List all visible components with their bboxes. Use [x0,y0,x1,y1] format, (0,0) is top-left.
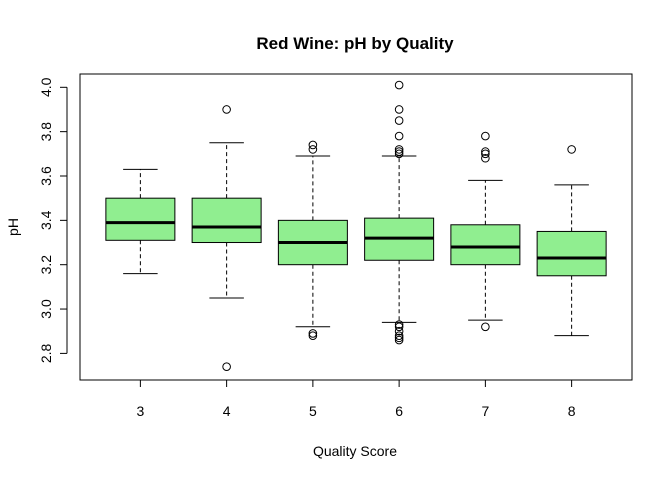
x-tick-label: 8 [568,403,576,419]
outlier-point [394,326,404,336]
y-tick-label: 3.2 [38,255,54,275]
outlier-point [567,145,576,154]
box-group-4 [191,105,262,371]
x-tick-label: 3 [136,403,144,419]
box-group-7 [450,131,521,332]
y-tick-label: 4.0 [38,77,54,97]
y-tick-label: 3.4 [38,210,54,230]
box-group-8 [536,145,607,337]
outlier-point [394,320,404,329]
y-axis: 2.8 3.0 3.2 3.4 3.6 3.8 4.0 [38,77,68,363]
x-tick-label: 4 [223,403,231,419]
y-tick-label: 3.0 [38,299,54,319]
box-group-6 [364,80,435,345]
box-group-5 [277,140,348,340]
x-axis-label: Quality Score [313,443,397,459]
outlier-point [394,80,404,90]
outlier-point [481,153,490,163]
x-tick-label: 7 [481,403,489,419]
outlier-point [394,333,404,343]
y-axis-label: pH [5,218,21,236]
outlier-point [394,116,404,125]
outlier-point [308,145,318,154]
outlier-point [394,149,404,159]
outlier-point [481,131,490,141]
outlier-point [481,147,490,156]
outlier-point [394,131,404,141]
outlier-point [481,322,490,332]
box-iqr [450,224,521,266]
outlier-point [222,105,231,114]
outlier-point [222,362,231,371]
outlier-point [308,329,318,338]
outlier-point [394,105,404,114]
box-group-3 [105,168,176,275]
outlier-point [308,140,318,150]
outlier-point [394,147,404,156]
outlier-point [394,335,404,345]
y-tick-label: 3.6 [38,166,54,186]
outlier-point [394,145,404,154]
box-iqr [536,230,607,277]
x-tick-label: 6 [395,403,403,419]
outlier-point [308,331,318,340]
outlier-point [394,331,404,340]
chart-title: Red Wine: pH by Quality [256,34,454,53]
boxes-layer [105,80,607,371]
box-iqr [191,197,262,244]
y-tick-label: 3.8 [38,122,54,142]
outlier-point [394,322,404,332]
outlier-point [481,149,490,159]
y-tick-label: 2.8 [38,343,54,363]
box-iqr [105,197,176,241]
x-axis: 3 4 5 6 7 8 [136,379,576,419]
x-tick-label: 5 [309,403,317,419]
